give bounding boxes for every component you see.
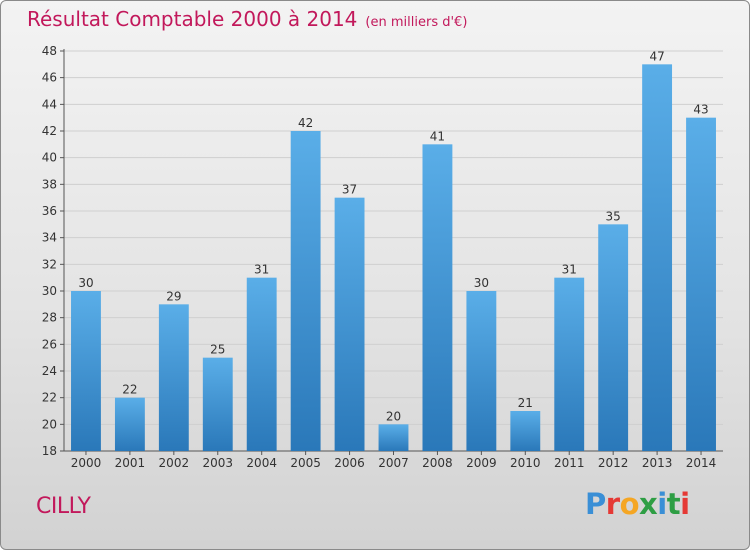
x-tick-label-2011: 2011 <box>554 456 585 470</box>
chart-title: Résultat Comptable 2000 à 2014 (en millie… <box>27 7 467 31</box>
x-tick-label-2013: 2013 <box>642 456 673 470</box>
logo-letter: t <box>666 487 681 521</box>
value-label-2012: 35 <box>606 209 621 223</box>
logo-letter: P <box>585 487 606 521</box>
logo-letter: i <box>657 487 667 521</box>
value-label-2003: 25 <box>210 343 225 357</box>
bar-2002 <box>158 304 189 451</box>
x-tick-label-2009: 2009 <box>466 456 497 470</box>
x-tick-label-2003: 2003 <box>202 456 233 470</box>
y-tick-label: 24 <box>42 364 57 378</box>
x-tick-label-2000: 2000 <box>71 456 102 470</box>
value-label-2001: 22 <box>122 383 137 397</box>
y-tick-label: 28 <box>42 311 57 325</box>
bar-2003 <box>202 357 233 451</box>
x-tick-label-2005: 2005 <box>290 456 321 470</box>
y-tick-label: 40 <box>42 151 57 165</box>
y-tick-label: 26 <box>42 337 57 351</box>
y-tick-label: 30 <box>42 284 57 298</box>
y-tick-label: 34 <box>42 231 57 245</box>
value-label-2005: 42 <box>298 116 313 130</box>
bar-2009 <box>466 291 497 451</box>
x-tick-label-2006: 2006 <box>334 456 365 470</box>
logo-letter: i <box>680 487 690 521</box>
y-tick-label: 38 <box>42 177 57 191</box>
x-tick-label-2007: 2007 <box>378 456 409 470</box>
bar-2000 <box>71 291 101 451</box>
y-tick-label: 48 <box>42 44 57 58</box>
bar-2005 <box>290 131 321 451</box>
chart-unit: (en milliers d'€) <box>365 15 468 30</box>
value-label-2000: 30 <box>78 276 93 290</box>
bar-2010 <box>510 411 541 451</box>
bar-2008 <box>422 144 453 452</box>
y-tick-label: 18 <box>42 444 57 458</box>
value-label-2009: 30 <box>474 276 489 290</box>
y-tick-label: 20 <box>42 417 57 431</box>
y-tick-label: 32 <box>42 257 57 271</box>
logo-letter: x <box>639 487 658 521</box>
value-label-2007: 20 <box>386 409 401 423</box>
value-label-2008: 41 <box>430 129 445 143</box>
proxiti-logo[interactable]: Proxiti <box>585 487 690 521</box>
value-label-2014: 43 <box>693 103 708 117</box>
x-tick-label-2001: 2001 <box>115 456 146 470</box>
x-tick-label-2008: 2008 <box>422 456 453 470</box>
logo-letter: o <box>619 487 640 521</box>
x-tick-label-2010: 2010 <box>510 456 541 470</box>
value-label-2013: 47 <box>649 49 664 63</box>
bar-2004 <box>246 277 277 451</box>
logo-letter: r <box>605 487 620 521</box>
value-label-2011: 31 <box>562 263 577 277</box>
y-tick-label: 42 <box>42 124 57 138</box>
bar-2006 <box>334 197 365 451</box>
value-label-2010: 21 <box>518 396 533 410</box>
value-label-2004: 31 <box>254 263 269 277</box>
bar-2011 <box>554 277 585 451</box>
bar-2014 <box>686 117 716 452</box>
y-tick-label: 44 <box>42 97 57 111</box>
town-name: CILLY <box>36 494 91 519</box>
x-tick-label-2012: 2012 <box>598 456 629 470</box>
bar-2001 <box>114 397 145 451</box>
y-tick-label: 22 <box>42 391 57 405</box>
x-tick-label-2004: 2004 <box>246 456 277 470</box>
bar-2012 <box>598 224 629 451</box>
y-tick-label: 46 <box>42 71 57 85</box>
x-tick-label-2002: 2002 <box>159 456 190 470</box>
x-tick-label-2014: 2014 <box>686 456 717 470</box>
chart-title-text: Résultat Comptable 2000 à 2014 <box>27 7 358 31</box>
bar-2013 <box>642 64 673 452</box>
value-label-2006: 37 <box>342 183 357 197</box>
y-tick-label: 36 <box>42 204 57 218</box>
value-label-2002: 29 <box>166 289 181 303</box>
bar-2007 <box>378 424 409 451</box>
